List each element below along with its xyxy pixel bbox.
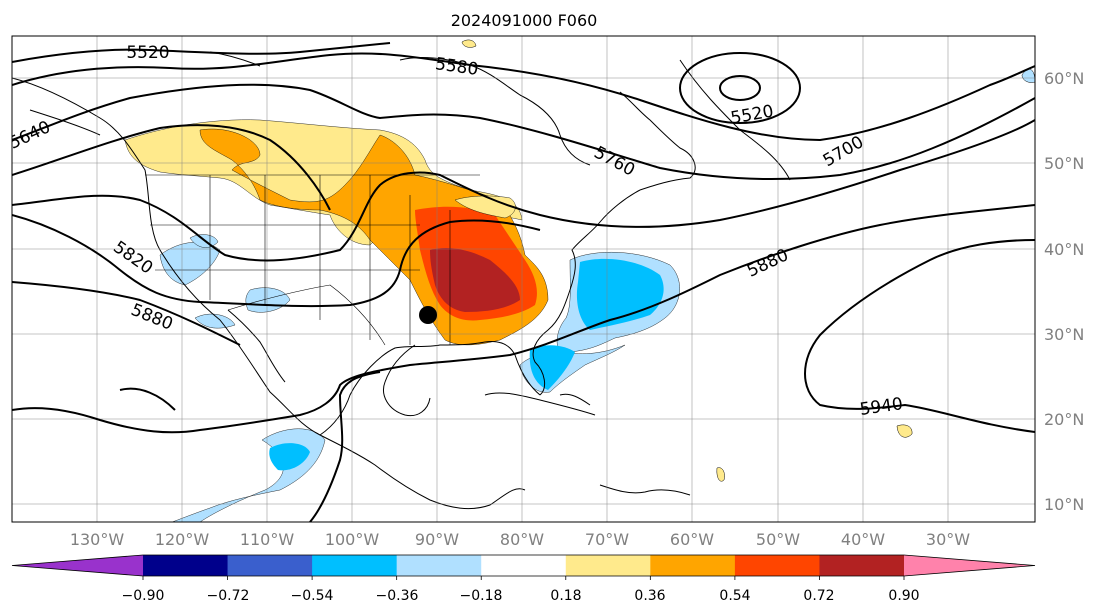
cb-tick-label: −0.54 xyxy=(291,588,334,604)
gridlines xyxy=(12,36,1035,522)
map-area: 5520 5580 5640 5520 5700 5760 5820 5880 … xyxy=(12,36,1035,522)
lon-label-70w: 70°W xyxy=(585,530,629,549)
lon-label-130w: 130°W xyxy=(70,530,125,549)
lat-label-50n: 50°N xyxy=(1044,154,1084,173)
cb-tick-label: −0.36 xyxy=(376,588,419,604)
cb-tick-label: −0.72 xyxy=(207,588,250,604)
map-frame xyxy=(11,35,1036,523)
cb-tick-label: 0.18 xyxy=(550,588,581,604)
lon-label-50w: 50°W xyxy=(756,530,800,549)
lat-label-60n: 60°N xyxy=(1044,69,1084,88)
colorbar-segment xyxy=(143,555,229,576)
lon-labels: 130°W 120°W 110°W 100°W 90°W 80°W 70°W 6… xyxy=(70,530,970,549)
lon-label-110w: 110°W xyxy=(240,530,295,549)
lon-label-80w: 80°W xyxy=(500,530,544,549)
colorbar-segment xyxy=(227,555,313,576)
cb-tick-label: 0.90 xyxy=(888,588,919,604)
lat-label-10n: 10°N xyxy=(1044,495,1084,514)
map-title: 2024091000 F060 xyxy=(451,11,598,30)
lat-label-30n: 30°N xyxy=(1044,325,1084,344)
lon-label-40w: 40°W xyxy=(841,530,885,549)
colorbar-extend-min xyxy=(12,555,143,576)
lon-label-90w: 90°W xyxy=(415,530,459,549)
colorbar-segment xyxy=(565,555,651,576)
storm-center-marker xyxy=(419,306,437,324)
lon-label-30w: 30°W xyxy=(926,530,970,549)
cb-tick-label: 0.36 xyxy=(634,588,665,604)
colorbar-extend-max xyxy=(904,555,1035,576)
height-contours xyxy=(12,42,1035,522)
colorbar-tick-labels: −0.90 −0.72 −0.54 −0.36 −0.18 0.18 0.36 … xyxy=(122,588,920,604)
contour-label-5520-w: 5520 xyxy=(126,43,169,63)
lon-label-100w: 100°W xyxy=(325,530,380,549)
colorbar-segment xyxy=(650,555,736,576)
lat-label-20n: 20°N xyxy=(1044,410,1084,429)
lon-label-60w: 60°W xyxy=(670,530,714,549)
colorbar-segment xyxy=(819,555,905,576)
lat-labels: 60°N 50°N 40°N 30°N 20°N 10°N xyxy=(1044,69,1084,514)
colorbar-segment xyxy=(734,555,820,576)
lon-label-120w: 120°W xyxy=(155,530,210,549)
cb-tick-label: 0.72 xyxy=(803,588,834,604)
colorbar xyxy=(11,554,1036,580)
colorbar-segment xyxy=(396,555,482,576)
lat-label-40n: 40°N xyxy=(1044,240,1084,259)
shaded-field xyxy=(124,39,1035,522)
political-borders xyxy=(145,174,480,346)
colorbar-segment xyxy=(312,555,398,576)
cb-tick-label: 0.54 xyxy=(719,588,750,604)
colorbar-segment xyxy=(481,555,567,576)
cb-tick-label: −0.90 xyxy=(122,588,165,604)
cb-tick-label: −0.18 xyxy=(460,588,503,604)
